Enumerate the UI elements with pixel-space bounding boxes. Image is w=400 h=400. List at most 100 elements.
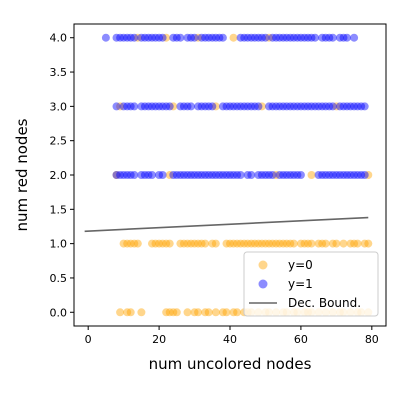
data-point-y1 <box>233 171 242 179</box>
data-point-y1 <box>339 102 348 111</box>
data-point-y1 <box>343 102 351 111</box>
data-point-y1 <box>300 33 309 42</box>
data-point-y0 <box>201 308 210 317</box>
data-point-y1 <box>254 33 263 42</box>
data-point-y1 <box>183 102 192 111</box>
data-point-y1 <box>243 102 252 111</box>
data-point-y0 <box>116 102 125 111</box>
data-point-y0 <box>250 239 259 248</box>
data-point-y1 <box>357 171 366 179</box>
data-point-y1 <box>293 33 302 42</box>
data-point-y0 <box>268 239 277 248</box>
data-point-y1 <box>250 102 259 111</box>
data-point-y1 <box>226 171 234 179</box>
data-point-y1 <box>183 171 192 179</box>
data-point-y1 <box>279 171 288 179</box>
data-point-y0 <box>133 33 142 42</box>
data-point-y1 <box>201 33 210 42</box>
data-point-y1 <box>222 171 231 179</box>
data-point-y1 <box>155 33 164 42</box>
data-point-y1 <box>158 171 167 179</box>
data-point-y1 <box>218 171 227 179</box>
data-point-y0 <box>321 239 330 248</box>
data-point-y0 <box>265 33 273 42</box>
data-point-y1 <box>204 33 213 42</box>
data-point-y1 <box>350 33 359 42</box>
data-point-y1 <box>321 33 330 42</box>
data-point-y1 <box>151 102 160 111</box>
data-point-y0 <box>272 239 281 248</box>
data-point-y1 <box>335 171 344 179</box>
y-axis-label: num red nodes <box>13 118 31 231</box>
data-point-y0 <box>208 239 217 248</box>
data-point-y1 <box>211 171 220 179</box>
legend-box <box>243 251 379 317</box>
data-point-y0 <box>257 102 266 111</box>
data-point-y0 <box>304 239 312 248</box>
data-point-y0 <box>307 171 316 179</box>
data-point-y0 <box>229 239 238 248</box>
data-point-y1 <box>289 33 298 42</box>
data-point-y1 <box>247 33 256 42</box>
data-point-y0 <box>119 239 128 248</box>
data-point-y0 <box>243 239 252 248</box>
data-point-y1 <box>268 102 277 111</box>
data-point-y1 <box>140 171 149 179</box>
data-point-y0 <box>272 171 281 179</box>
data-point-y1 <box>137 171 146 179</box>
data-point-y0 <box>194 33 203 42</box>
data-point-y1 <box>123 171 132 179</box>
y-tick-label: 0.5 <box>50 272 68 285</box>
data-point-y0 <box>296 239 305 248</box>
data-point-y0 <box>169 102 178 111</box>
data-point-y1 <box>243 33 252 42</box>
data-point-y0 <box>187 239 195 248</box>
data-point-y1 <box>360 171 369 179</box>
data-point-y0 <box>282 239 291 248</box>
data-point-y1 <box>272 33 281 42</box>
data-point-y0 <box>350 239 359 248</box>
data-point-y1 <box>332 171 341 179</box>
data-point-y1 <box>126 33 135 42</box>
data-point-y1 <box>176 33 185 42</box>
data-point-y1 <box>307 102 316 111</box>
data-point-y1 <box>137 33 146 42</box>
data-point-y1 <box>247 171 256 179</box>
data-point-y0 <box>201 239 210 248</box>
data-point-y1 <box>265 171 273 179</box>
x-tick-label: 40 <box>223 333 237 346</box>
data-point-y1 <box>155 102 164 111</box>
data-point-y0 <box>275 239 284 248</box>
data-point-y0 <box>240 239 249 248</box>
data-point-y1 <box>296 171 305 179</box>
data-point-y1 <box>179 171 188 179</box>
data-point-y0 <box>257 239 266 248</box>
data-point-y1 <box>286 102 295 111</box>
data-point-y1 <box>343 171 351 179</box>
data-point-y1 <box>328 33 337 42</box>
data-point-y1 <box>112 102 121 111</box>
y-tick-label: 4.0 <box>50 32 68 45</box>
data-point-y1 <box>215 33 224 42</box>
data-point-y1 <box>222 102 231 111</box>
data-point-y1 <box>318 33 327 42</box>
data-point-y0 <box>286 239 295 248</box>
data-point-y1 <box>339 33 348 42</box>
data-point-y1 <box>218 102 227 111</box>
legend: y=0 y=1 Dec. Bound. <box>243 251 379 317</box>
data-point-y0 <box>130 239 139 248</box>
data-point-y1 <box>218 33 227 42</box>
data-point-y1 <box>204 102 213 111</box>
data-point-y0 <box>194 308 203 317</box>
data-point-y0 <box>176 239 185 248</box>
data-point-y1 <box>158 33 167 42</box>
data-point-y1 <box>148 171 156 179</box>
y-tick-label: 2.5 <box>50 135 68 148</box>
data-point-y0 <box>194 239 203 248</box>
data-point-y1 <box>176 102 185 111</box>
data-point-y0 <box>218 308 227 317</box>
data-point-y1 <box>190 171 199 179</box>
data-point-y1 <box>187 102 195 111</box>
data-point-y0 <box>261 239 270 248</box>
data-point-y1 <box>116 171 125 179</box>
